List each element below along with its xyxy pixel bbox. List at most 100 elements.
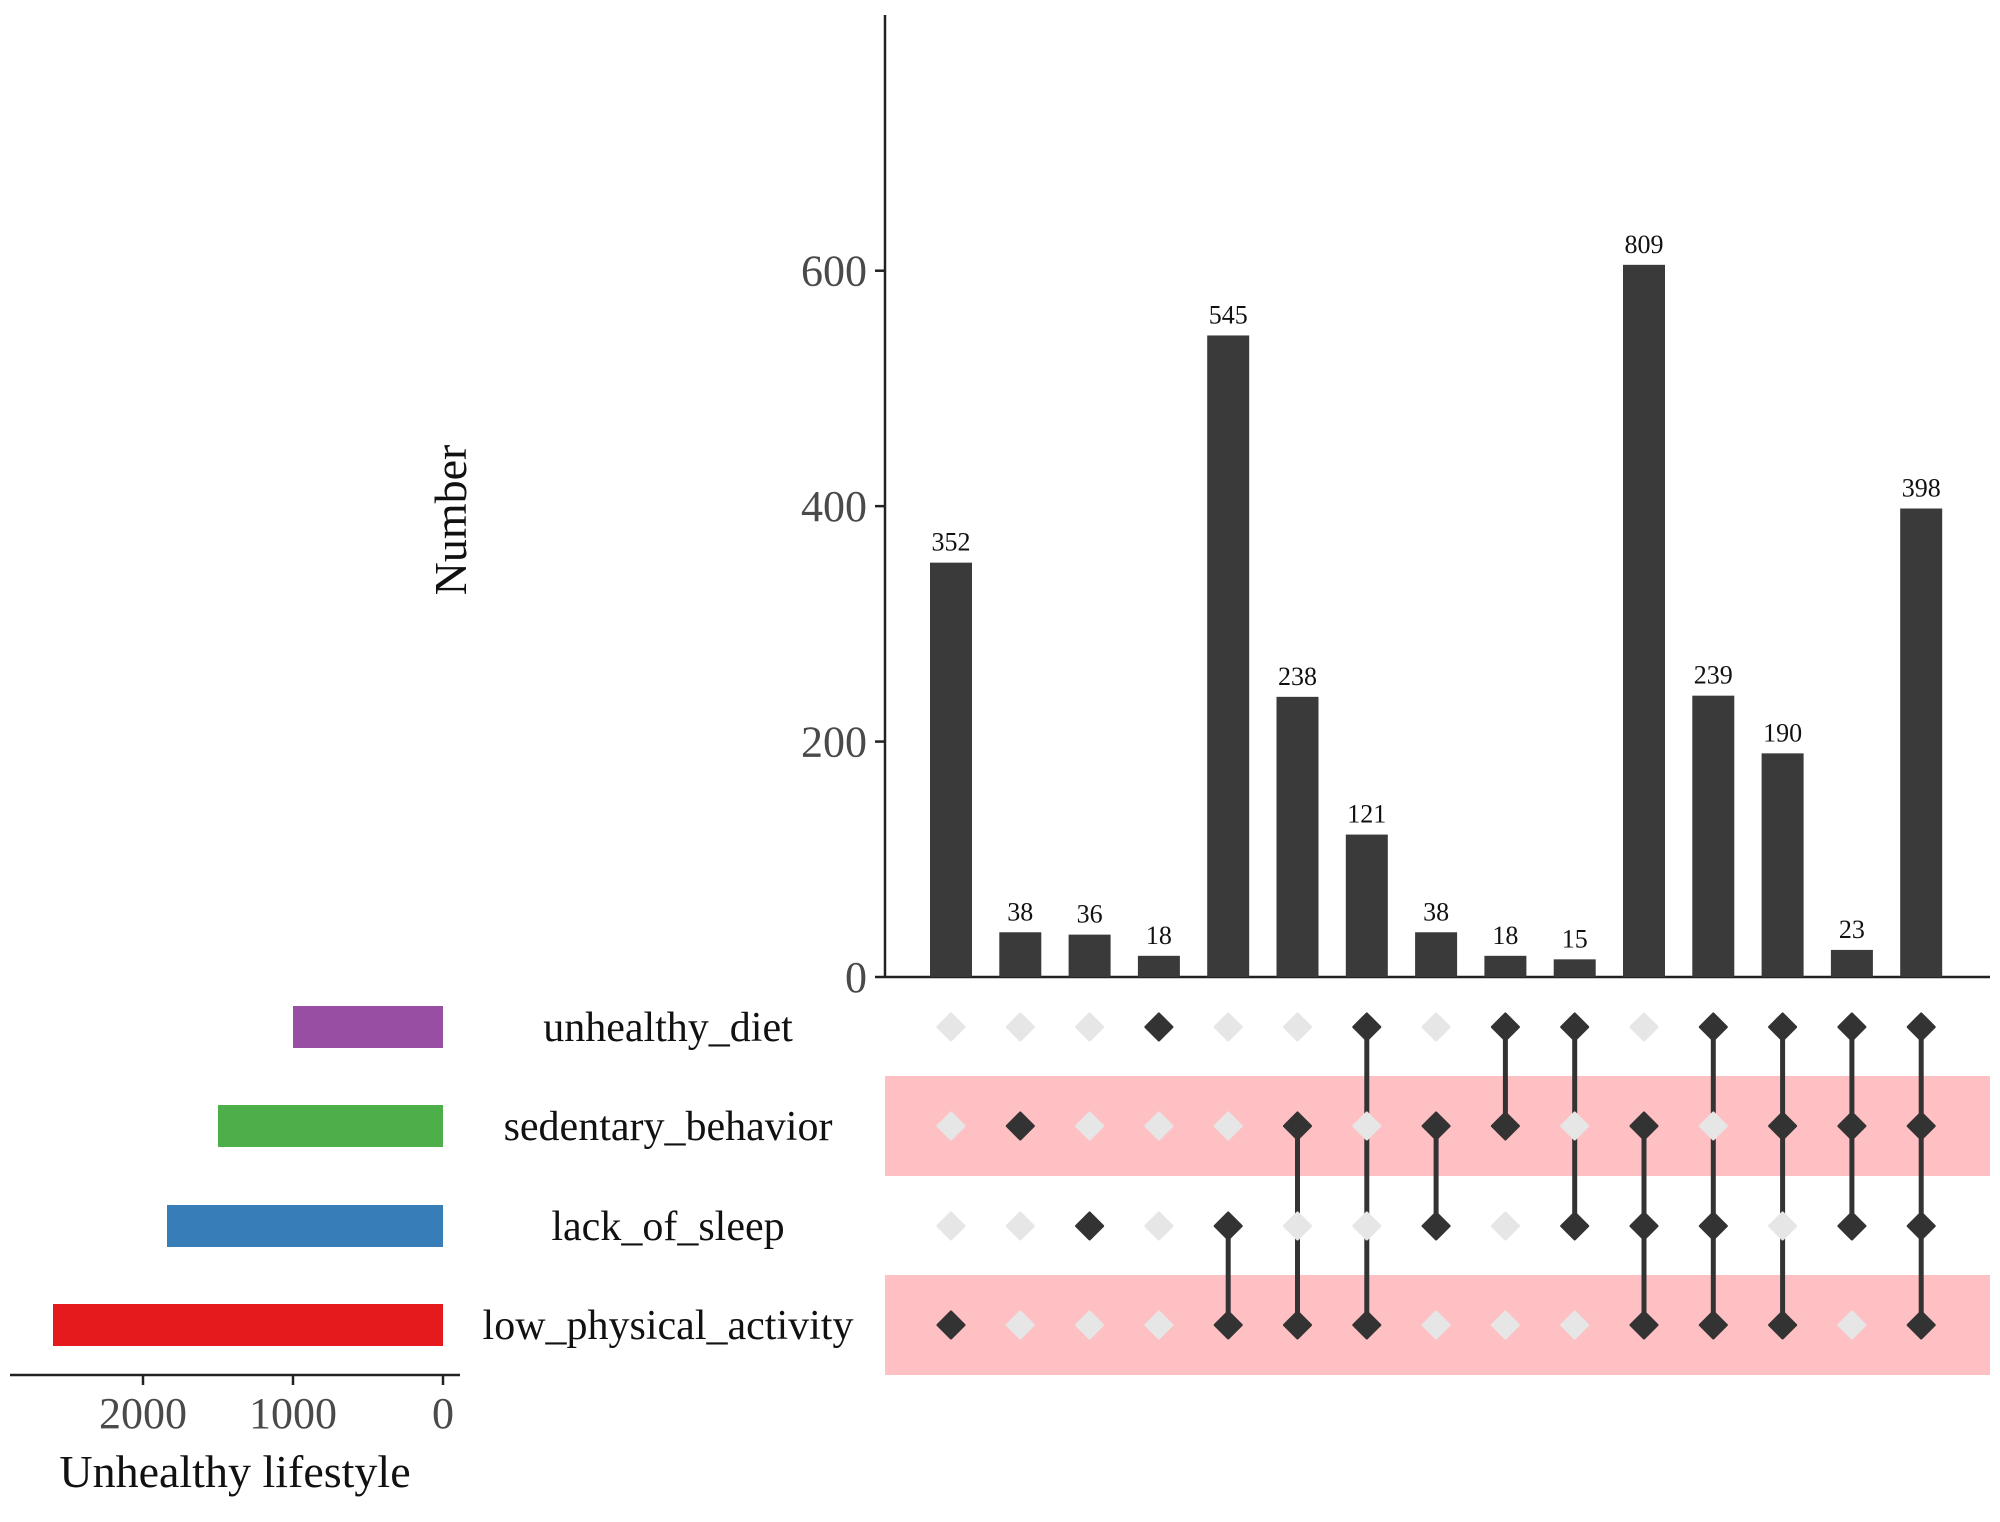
matrix-dot-14-lack_of_sleep: [1837, 1211, 1867, 1241]
matrix-dot-14-unhealthy_diet: [1837, 1012, 1867, 1042]
intersection-bar-13: [1761, 753, 1804, 977]
intersection-value-label-13: 190: [1763, 718, 1802, 747]
matrix-dot-14-sedentary_behavior: [1837, 1111, 1867, 1141]
set-label-lack_of_sleep: lack_of_sleep: [551, 1204, 784, 1250]
intersection-bar-3: [1068, 934, 1111, 977]
y-tick-label-400: 400: [801, 482, 867, 531]
intersection-value-label-15: 398: [1902, 473, 1941, 502]
matrix-dot-13-low_physical_activity: [1768, 1310, 1798, 1340]
matrix-dot-6-sedentary_behavior: [1283, 1111, 1312, 1141]
matrix-dot-2-lack_of_sleep: [1005, 1211, 1035, 1241]
matrix-dot-11-unhealthy_diet: [1629, 1012, 1659, 1042]
intersection-bar-12: [1692, 695, 1735, 977]
intersection-value-label-14: 23: [1839, 915, 1865, 944]
y-tick-label-600: 600: [801, 247, 867, 296]
matrix-dot-5-sedentary_behavior: [1213, 1111, 1243, 1141]
matrix-dot-3-low_physical_activity: [1075, 1310, 1105, 1340]
matrix-dot-10-unhealthy_diet: [1560, 1012, 1590, 1042]
matrix-dot-4-lack_of_sleep: [1144, 1211, 1174, 1241]
matrix-dot-7-low_physical_activity: [1352, 1310, 1382, 1340]
matrix-dot-15-sedentary_behavior: [1906, 1111, 1936, 1141]
matrix-dot-2-sedentary_behavior: [1005, 1111, 1035, 1141]
matrix-dot-4-unhealthy_diet: [1144, 1012, 1174, 1042]
matrix-dot-1-low_physical_activity: [936, 1310, 966, 1340]
matrix-dot-1-unhealthy_diet: [936, 1012, 966, 1042]
y-tick-label-200: 200: [801, 718, 867, 767]
matrix-dot-15-unhealthy_diet: [1906, 1012, 1936, 1042]
matrix-dot-13-lack_of_sleep: [1768, 1211, 1798, 1241]
intersection-bar-1: [930, 562, 972, 977]
intersection-value-label-4: 18: [1146, 921, 1172, 950]
set-size-tick-label-2000: 2000: [99, 1389, 187, 1438]
matrix-dot-8-lack_of_sleep: [1421, 1211, 1451, 1241]
matrix-dot-10-low_physical_activity: [1560, 1310, 1590, 1340]
matrix-dot-12-sedentary_behavior: [1698, 1111, 1728, 1141]
set-label-unhealthy_diet: unhealthy_diet: [543, 1005, 793, 1051]
matrix-dot-13-unhealthy_diet: [1768, 1012, 1798, 1042]
intersection-value-label-2: 38: [1007, 897, 1033, 926]
matrix-dot-4-sedentary_behavior: [1144, 1111, 1174, 1141]
matrix-dot-10-sedentary_behavior: [1560, 1111, 1590, 1141]
set-size-bar-low_physical_activity: [53, 1304, 443, 1346]
set-size-bar-unhealthy_diet: [293, 1006, 443, 1048]
intersection-bar-2: [999, 932, 1042, 977]
set-label-low_physical_activity: low_physical_activity: [483, 1303, 854, 1349]
matrix-dot-3-sedentary_behavior: [1075, 1111, 1105, 1141]
matrix-dot-9-unhealthy_diet: [1490, 1012, 1520, 1042]
matrix-dot-7-unhealthy_diet: [1352, 1012, 1382, 1042]
matrix-dot-7-sedentary_behavior: [1352, 1111, 1382, 1141]
matrix-dot-8-low_physical_activity: [1421, 1310, 1451, 1340]
intersection-value-label-7: 121: [1347, 800, 1386, 829]
set-size-tick-label-0: 0: [432, 1389, 454, 1438]
matrix-dot-9-lack_of_sleep: [1490, 1211, 1520, 1241]
matrix-dot-1-sedentary_behavior: [936, 1111, 966, 1141]
intersection-value-label-8: 38: [1423, 897, 1449, 926]
set-label-sedentary_behavior: sedentary_behavior: [504, 1104, 833, 1150]
intersection-bar-4: [1137, 955, 1180, 977]
matrix-dot-6-lack_of_sleep: [1283, 1211, 1312, 1241]
matrix-dot-5-low_physical_activity: [1213, 1310, 1243, 1340]
intersection-value-label-9: 18: [1492, 921, 1518, 950]
y-axis-title: Number: [425, 445, 476, 596]
matrix-dot-3-unhealthy_diet: [1075, 1012, 1105, 1042]
matrix-dot-7-lack_of_sleep: [1352, 1211, 1382, 1241]
matrix-dot-2-low_physical_activity: [1005, 1310, 1035, 1340]
matrix-dot-1-lack_of_sleep: [936, 1211, 966, 1241]
matrix-dot-6-low_physical_activity: [1283, 1310, 1312, 1340]
intersection-value-label-10: 15: [1562, 924, 1588, 953]
matrix-dot-3-lack_of_sleep: [1075, 1211, 1105, 1241]
set-size-bar-sedentary_behavior: [218, 1105, 443, 1147]
intersection-value-label-6: 238: [1278, 662, 1317, 691]
matrix-dot-15-low_physical_activity: [1906, 1310, 1936, 1340]
matrix-dot-5-unhealthy_diet: [1213, 1012, 1243, 1042]
matrix-dot-8-sedentary_behavior: [1421, 1111, 1451, 1141]
intersection-bar-7: [1345, 834, 1388, 977]
intersection-bar-6: [1276, 696, 1319, 977]
matrix-dot-6-unhealthy_diet: [1283, 1012, 1312, 1042]
matrix-dot-9-sedentary_behavior: [1490, 1111, 1520, 1141]
matrix-dot-14-low_physical_activity: [1837, 1310, 1867, 1340]
matrix-dot-9-low_physical_activity: [1490, 1310, 1520, 1340]
set-size-bar-lack_of_sleep: [167, 1205, 443, 1247]
intersection-value-label-3: 36: [1077, 900, 1103, 929]
matrix-dot-12-lack_of_sleep: [1698, 1211, 1728, 1241]
intersection-value-label-12: 239: [1694, 661, 1733, 690]
matrix-dot-11-sedentary_behavior: [1629, 1111, 1659, 1141]
matrix-dot-4-low_physical_activity: [1144, 1310, 1174, 1340]
y-tick-label-0: 0: [845, 953, 867, 1002]
matrix-dot-10-lack_of_sleep: [1560, 1211, 1590, 1241]
intersection-bar-9: [1484, 955, 1527, 977]
set-size-tick-label-1000: 1000: [249, 1389, 337, 1438]
matrix-dot-15-lack_of_sleep: [1906, 1211, 1936, 1241]
set-size-axis-title: Unhealthy lifestyle: [59, 1446, 410, 1497]
intersection-bar-8: [1415, 932, 1458, 977]
matrix-dot-2-unhealthy_diet: [1005, 1012, 1035, 1042]
matrix-dot-5-lack_of_sleep: [1213, 1211, 1243, 1241]
matrix-dot-8-unhealthy_diet: [1421, 1012, 1451, 1042]
intersection-bar-15: [1900, 508, 1943, 977]
intersection-value-label-5: 545: [1209, 300, 1248, 329]
intersection-bar-11: [1623, 264, 1665, 977]
matrix-dot-12-low_physical_activity: [1698, 1310, 1728, 1340]
matrix-dot-12-unhealthy_diet: [1698, 1012, 1728, 1042]
